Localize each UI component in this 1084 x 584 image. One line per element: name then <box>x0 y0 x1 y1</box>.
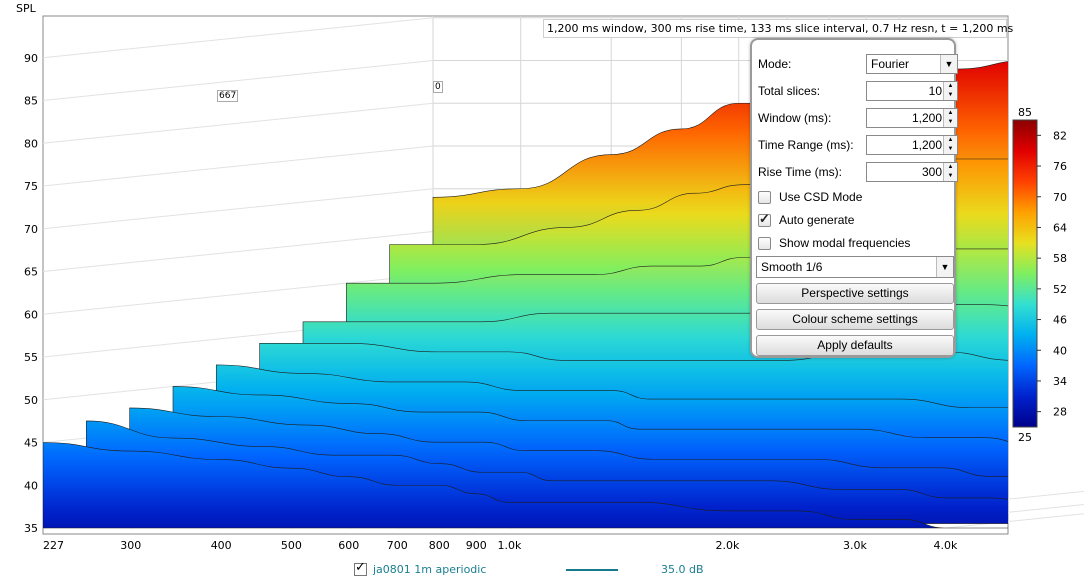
colour-scale-tick-label: 52 <box>1053 283 1067 296</box>
use-csd-checkbox[interactable]: Use CSD Mode <box>758 188 862 206</box>
colour-scheme-settings-button[interactable]: Colour scheme settings <box>756 309 954 330</box>
y-axis-label: SPL <box>16 2 37 15</box>
window-value: 1,200 <box>911 111 942 125</box>
y-tick-label: 55 <box>24 351 38 364</box>
auto-generate-label: Auto generate <box>779 213 855 227</box>
total-slices-spinner[interactable]: 10 ▲ ▼ <box>866 81 958 101</box>
time-range-spinner[interactable]: 1,200 ▲ ▼ <box>866 135 958 155</box>
y-tick-label: 75 <box>24 180 38 193</box>
y-tick-label: 40 <box>24 479 38 492</box>
grid-line <box>42 231 434 272</box>
info-text: 1,200 ms window, 300 ms rise time, 133 m… <box>543 19 1013 38</box>
legend-line-swatch <box>566 569 618 571</box>
auto-generate-checkbox[interactable]: Auto generate <box>758 211 854 229</box>
perspective-settings-button[interactable]: Perspective settings <box>756 283 954 304</box>
checkbox-unchecked-icon[interactable] <box>758 190 771 204</box>
y-tick-label: 90 <box>24 52 38 65</box>
colour-scale-tick-label: 28 <box>1053 406 1067 419</box>
y-tick-label: 80 <box>24 137 38 150</box>
show-modal-label: Show modal frequencies <box>779 236 911 250</box>
colour-scale-tick-label: 70 <box>1053 191 1067 204</box>
x-tick-label: 300 <box>120 539 141 552</box>
colour-scale-tick-label: 82 <box>1053 129 1067 142</box>
x-tick-label: 600 <box>338 539 359 552</box>
grid-line <box>42 17 434 59</box>
x-tick-label: 500 <box>281 539 302 552</box>
x-tick-label: 1.0k <box>497 539 521 552</box>
y-tick-label: 65 <box>24 266 38 279</box>
rise-time-value: 300 <box>921 165 942 179</box>
colour-scale-tick-label: 64 <box>1053 221 1067 234</box>
x-tick-label: 400 <box>211 539 232 552</box>
smoothing-select[interactable]: Smooth 1/6 ▼ <box>756 256 954 278</box>
smoothing-value: Smooth 1/6 <box>761 260 823 274</box>
chevron-down-icon[interactable]: ▼ <box>936 257 953 277</box>
window-row: Window (ms): 1,200 ▲ ▼ <box>758 107 958 129</box>
grid-line <box>42 60 434 101</box>
waterfall-controls-panel: Mode: Fourier ▼ Total slices: 10 ▲ ▼ Wind… <box>750 38 958 358</box>
x-tick-label: 800 <box>429 539 450 552</box>
grid-line <box>42 273 434 315</box>
window-label: Window (ms): <box>758 111 832 125</box>
mode-label: Mode: <box>758 57 792 71</box>
colour-scale-tick-label: 76 <box>1053 160 1067 173</box>
colour-scale-tick-label: 34 <box>1053 375 1067 388</box>
y-tick-label: 85 <box>24 95 38 108</box>
mode-select[interactable]: Fourier ▼ <box>866 54 958 74</box>
y-tick-label: 60 <box>24 308 38 321</box>
slice-marker: 0 <box>433 81 443 93</box>
total-slices-row: Total slices: 10 ▲ ▼ <box>758 80 958 102</box>
total-slices-label: Total slices: <box>758 84 821 98</box>
total-slices-value: 10 <box>928 84 942 98</box>
x-tick-label: 2.0k <box>715 539 739 552</box>
time-range-value: 1,200 <box>911 138 942 152</box>
time-range-label: Time Range (ms): <box>758 138 854 152</box>
spinner-arrows-icon[interactable]: ▲ ▼ <box>943 163 957 181</box>
spinner-arrows-icon[interactable]: ▲ ▼ <box>943 109 957 127</box>
window-spinner[interactable]: 1,200 ▲ ▼ <box>866 108 958 128</box>
spinner-arrows-icon[interactable]: ▲ ▼ <box>943 82 957 100</box>
checkbox-unchecked-icon[interactable] <box>758 236 771 250</box>
waterfall-slice <box>43 442 1008 529</box>
legend-series-name: ja0801 1m aperiodic <box>373 563 487 576</box>
rise-time-spinner[interactable]: 300 ▲ ▼ <box>866 162 958 182</box>
y-tick-label: 70 <box>24 223 38 236</box>
colour-scale-tick-label: 58 <box>1053 252 1067 265</box>
grid-line <box>42 102 434 144</box>
x-tick-label: 4.0k <box>934 539 958 552</box>
colour-scale-max-label: 85 <box>1018 106 1032 119</box>
slice-marker: 667 <box>217 90 239 102</box>
grid-line <box>945 513 1084 529</box>
y-tick-label: 45 <box>24 437 38 450</box>
time-range-row: Time Range (ms): 1,200 ▲ ▼ <box>758 134 958 156</box>
spinner-arrows-icon[interactable]: ▲ ▼ <box>943 136 957 154</box>
grid-line <box>42 145 434 187</box>
colour-scale-ticks: 25 85 82 76 70 64 58 52 46 40 34 28 <box>1018 106 1067 444</box>
colour-scale-min-label: 25 <box>1018 431 1032 444</box>
x-tick-label: 227 <box>43 539 64 552</box>
x-tick-label: 900 <box>466 539 487 552</box>
use-csd-label: Use CSD Mode <box>779 190 863 204</box>
checkbox-checked-icon[interactable] <box>758 211 771 227</box>
apply-defaults-button[interactable]: Apply defaults <box>756 335 954 356</box>
colour-scale-tick-label: 46 <box>1053 314 1067 327</box>
rise-time-row: Rise Time (ms): 300 ▲ ▼ <box>758 161 958 183</box>
legend-value: 35.0 dB <box>661 563 704 576</box>
y-tick-label: 50 <box>24 394 38 407</box>
y-tick-label: 35 <box>24 522 38 535</box>
grid-line <box>42 188 434 230</box>
colour-scale-tick-label: 40 <box>1053 344 1067 357</box>
rise-time-label: Rise Time (ms): <box>758 165 842 179</box>
mode-row: Mode: Fourier ▼ <box>758 53 958 75</box>
colour-scale-bar <box>1012 119 1038 428</box>
x-tick-label: 700 <box>387 539 408 552</box>
mode-value: Fourier <box>871 57 910 71</box>
x-tick-label: 3.0k <box>843 539 867 552</box>
legend-checkbox[interactable] <box>354 560 367 576</box>
axes: SPL 35 40 45 50 55 60 65 70 75 80 85 90 227 300 400 500 6… <box>16 2 958 552</box>
show-modal-checkbox[interactable]: Show modal frequencies <box>758 234 910 252</box>
chevron-down-icon[interactable]: ▼ <box>940 55 957 73</box>
